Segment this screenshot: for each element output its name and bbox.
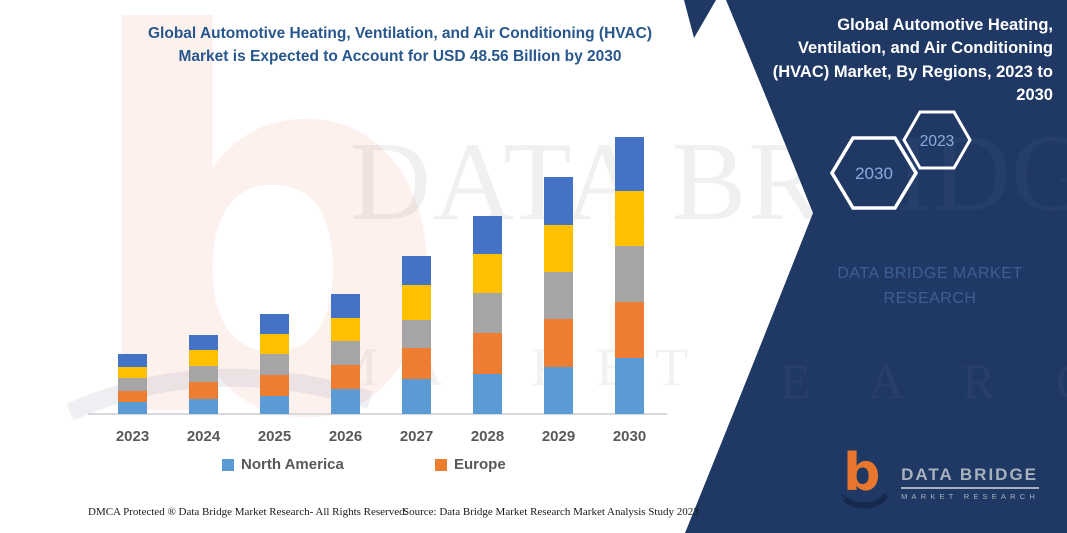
bar-segment-2028-unlabeled-gray bbox=[473, 293, 502, 333]
x-axis-line bbox=[88, 413, 667, 415]
chart-title-line2: Market is Expected to Account for USD 48… bbox=[178, 48, 622, 66]
bar-segment-2024-unlabeled-gray bbox=[189, 366, 218, 382]
x-axis-label-2026: 2026 bbox=[328, 428, 363, 445]
bar-segment-2030-unlabeled-yellow bbox=[615, 191, 644, 246]
bar-segment-2028-unlabeled-yellow bbox=[473, 254, 502, 293]
x-axis-label-2023: 2023 bbox=[115, 428, 150, 445]
bar-segment-2024-unlabeled-yellow bbox=[189, 350, 218, 366]
panel-title-line2: Ventilation, and Air Conditioning bbox=[797, 39, 1053, 58]
footer-dmca-text: DMCA Protected ® Data Bridge Market Rese… bbox=[88, 506, 408, 518]
bar-segment-2030-europe bbox=[615, 302, 644, 358]
bar-segment-2025-unlabeled-yellow bbox=[260, 334, 289, 354]
chart-title: Global Automotive Heating, Ventilation, … bbox=[55, 22, 745, 69]
legend-item-north-america: North America bbox=[222, 456, 344, 473]
dbmr-logo-subtitle: MARKET RESEARCH bbox=[901, 492, 1039, 501]
bar-segment-2028-europe bbox=[473, 333, 502, 374]
chart-title-line1: Global Automotive Heating, Ventilation, … bbox=[147, 25, 653, 42]
x-axis-label-2029: 2029 bbox=[541, 428, 576, 445]
bar-segment-2030-north-america bbox=[615, 358, 644, 414]
dbmr-logo-name: DATA BRIDGE bbox=[901, 465, 1039, 489]
bar-segment-2024-north-america bbox=[189, 399, 218, 414]
bar-segment-2025-north-america bbox=[260, 396, 289, 414]
bar-segment-2028-north-america bbox=[473, 374, 502, 414]
bar-segment-2029-unlabeled-gray bbox=[544, 272, 573, 319]
panel-brand-text: DATA BRIDGE MARKET RESEARCH bbox=[810, 262, 1050, 312]
x-axis-label-2024: 2024 bbox=[186, 428, 221, 445]
legend-label-north-america: North America bbox=[241, 456, 344, 473]
footer-source-text: Source: Data Bridge Market Research Mark… bbox=[403, 506, 699, 518]
bar-segment-2024-unlabeled-darkblue bbox=[189, 335, 218, 350]
side-panel-sliver bbox=[684, 0, 716, 38]
hexagon-2023-label: 2023 bbox=[920, 133, 954, 150]
bar-segment-2029-north-america bbox=[544, 367, 573, 414]
bar-segment-2023-unlabeled-darkblue bbox=[118, 354, 147, 367]
legend-swatch-europe bbox=[435, 458, 447, 471]
bar-segment-2023-europe bbox=[118, 391, 147, 402]
hexagon-2030: 2030 bbox=[829, 136, 919, 210]
panel-title-line1: Global Automotive Heating, bbox=[837, 16, 1053, 34]
side-panel-wedge bbox=[685, 0, 1067, 533]
x-axis-label-2028: 2028 bbox=[470, 428, 505, 445]
bar-segment-2026-north-america bbox=[331, 389, 360, 414]
dbmr-logo-swoosh-icon bbox=[841, 489, 890, 509]
bar-segment-2023-unlabeled-yellow bbox=[118, 367, 147, 378]
bar-segment-2026-unlabeled-darkblue bbox=[331, 294, 360, 318]
bar-segment-2029-unlabeled-darkblue bbox=[544, 177, 573, 225]
bar-segment-2028-unlabeled-darkblue bbox=[473, 216, 502, 254]
bar-segment-2025-unlabeled-gray bbox=[260, 354, 289, 375]
panel-watermark-ghost2: E A R C H bbox=[780, 352, 1067, 410]
bar-segment-2030-unlabeled-darkblue bbox=[615, 137, 644, 191]
dbmr-logo-mark: b bbox=[839, 443, 891, 511]
hexagon-2023: 2023 bbox=[902, 110, 972, 170]
bar-segment-2026-europe bbox=[331, 365, 360, 389]
legend-label-europe: Europe bbox=[454, 456, 506, 473]
legend-item-europe: Europe bbox=[435, 456, 506, 473]
x-axis-label-2025: 2025 bbox=[257, 428, 292, 445]
x-axis-label-2027: 2027 bbox=[399, 428, 434, 445]
panel-brand-line1: DATA BRIDGE MARKET bbox=[837, 265, 1023, 282]
bar-segment-2023-unlabeled-gray bbox=[118, 378, 147, 391]
bar-segment-2029-unlabeled-yellow bbox=[544, 225, 573, 272]
panel-brand-line2: RESEARCH bbox=[883, 289, 977, 307]
bar-segment-2025-unlabeled-darkblue bbox=[260, 314, 289, 334]
x-axis-label-2030: 2030 bbox=[612, 428, 647, 445]
dbmr-logo-b-icon: b bbox=[843, 443, 881, 503]
bar-segment-2030-unlabeled-gray bbox=[615, 246, 644, 302]
bar-segment-2027-unlabeled-yellow bbox=[402, 285, 431, 320]
bar-segment-2023-north-america bbox=[118, 402, 147, 414]
hexagon-2030-label: 2030 bbox=[855, 164, 893, 183]
bar-segment-2027-unlabeled-darkblue bbox=[402, 256, 431, 285]
legend-swatch-north-america bbox=[222, 458, 234, 471]
bar-segment-2029-europe bbox=[544, 319, 573, 367]
panel-title: Global Automotive Heating, Ventilation, … bbox=[735, 14, 1053, 108]
bar-segment-2027-unlabeled-gray bbox=[402, 320, 431, 348]
panel-title-line3: (HVAC) Market, By Regions, 2023 to bbox=[772, 62, 1053, 81]
bar-segment-2027-north-america bbox=[402, 379, 431, 414]
bar-segment-2026-unlabeled-yellow bbox=[331, 318, 360, 341]
dbmr-logo: b DATA BRIDGE MARKET RESEARCH bbox=[839, 443, 1039, 511]
bar-segment-2027-europe bbox=[402, 348, 431, 379]
bar-segment-2025-europe bbox=[260, 375, 289, 396]
bar-segment-2024-europe bbox=[189, 382, 218, 399]
bar-segment-2026-unlabeled-gray bbox=[331, 341, 360, 365]
panel-title-line4: 2030 bbox=[1016, 86, 1053, 105]
